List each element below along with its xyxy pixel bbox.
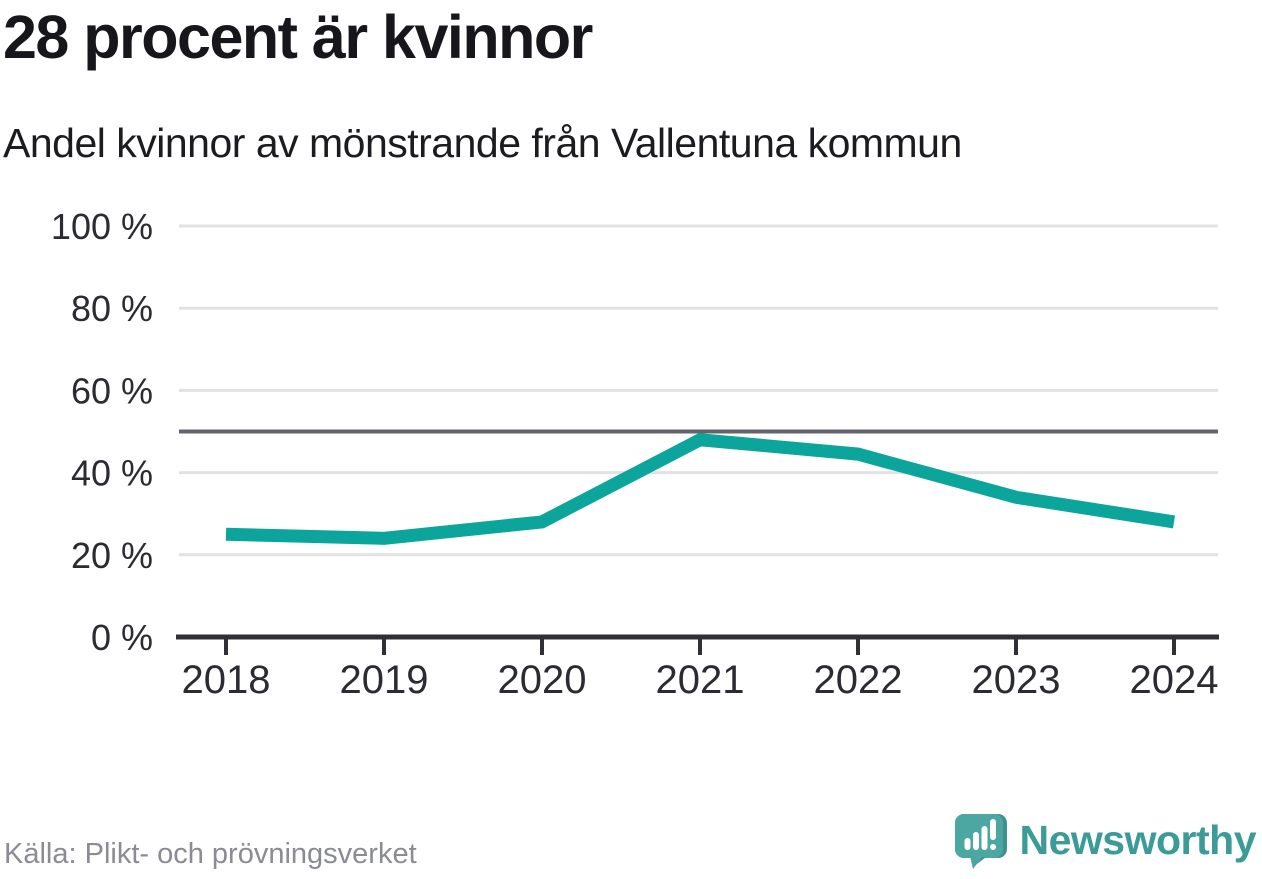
svg-text:40 %: 40 % xyxy=(71,453,153,494)
svg-text:2023: 2023 xyxy=(972,658,1061,702)
brand-name: Newsworthy xyxy=(1019,816,1257,863)
chart-title: 28 procent är kvinnor xyxy=(3,3,593,71)
x-axis-labels: 2018 2019 2020 2021 2022 2023 2024 xyxy=(182,658,1219,702)
gridlines xyxy=(179,224,1218,557)
svg-text:2020: 2020 xyxy=(498,658,587,702)
svg-text:2019: 2019 xyxy=(340,658,429,702)
svg-text:60 %: 60 % xyxy=(71,370,153,411)
newsworthy-logo-icon xyxy=(954,814,1007,869)
brand-lockup: Newsworthy xyxy=(952,811,1257,869)
source-note: Källa: Plikt- och prövningsverket xyxy=(4,838,417,870)
data-series-line xyxy=(225,433,1176,545)
svg-text:2018: 2018 xyxy=(182,658,271,702)
svg-text:20 %: 20 % xyxy=(71,535,153,576)
y-axis-labels: 0 % 20 % 40 % 60 % 80 % 100 % xyxy=(51,206,153,658)
svg-text:0 %: 0 % xyxy=(91,617,153,658)
svg-text:2022: 2022 xyxy=(814,658,903,702)
svg-text:80 %: 80 % xyxy=(71,288,153,329)
chart-subtitle: Andel kvinnor av mönstrande från Vallent… xyxy=(3,120,962,166)
svg-text:2021: 2021 xyxy=(656,658,745,702)
svg-text:100 %: 100 % xyxy=(51,206,153,247)
svg-text:2024: 2024 xyxy=(1130,658,1219,702)
line-chart: 0 % 20 % 40 % 60 % 80 % 100 % 2018 2019 2020 202… xyxy=(51,206,1219,702)
x-axis xyxy=(176,634,1219,655)
